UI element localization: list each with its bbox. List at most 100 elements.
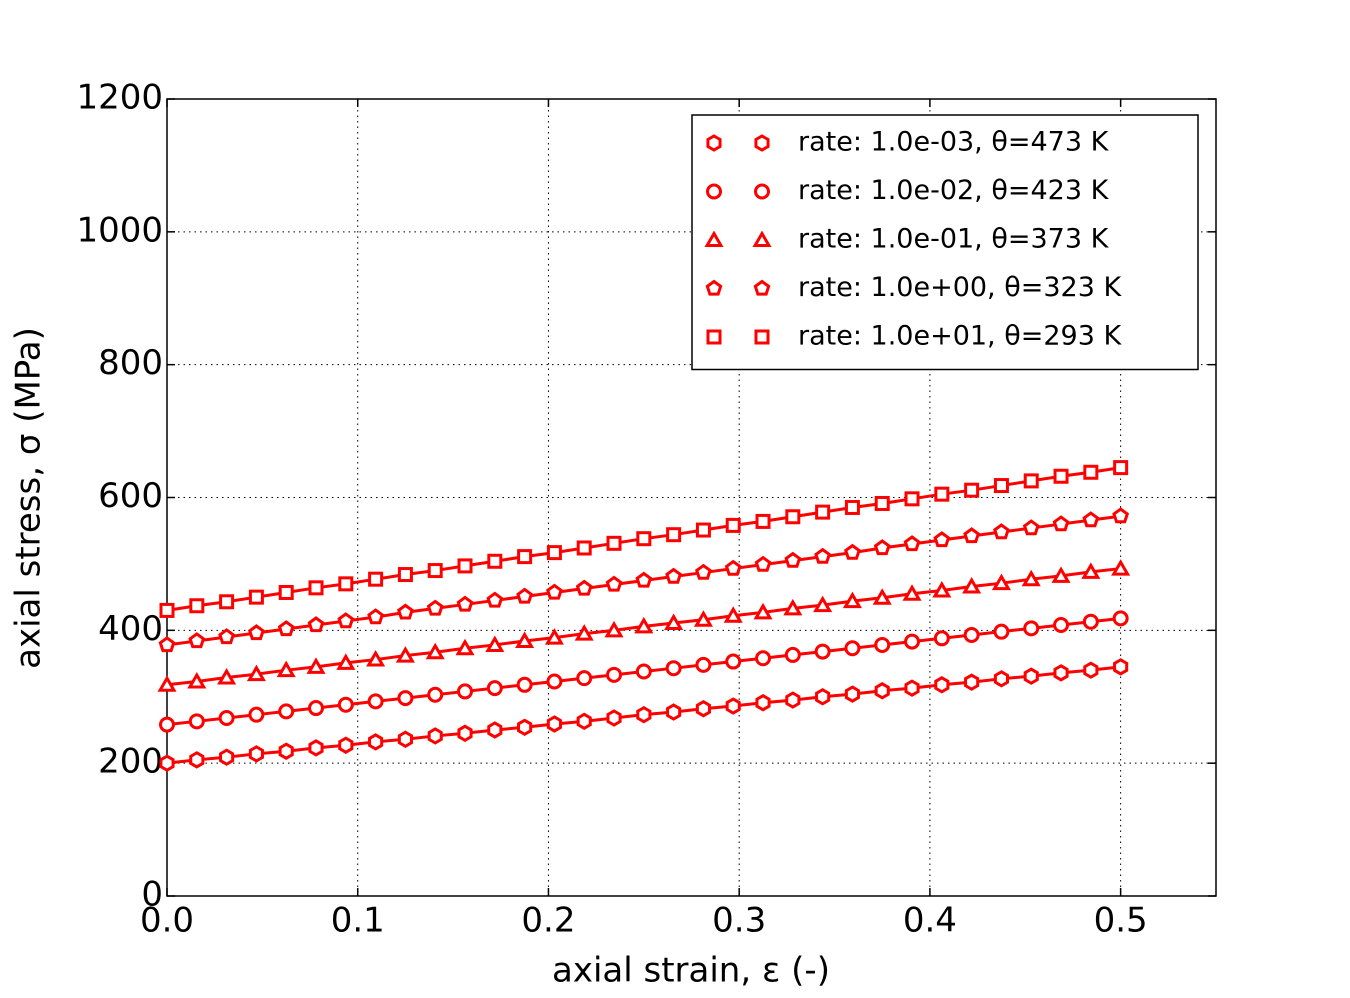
data-point	[1082, 613, 1099, 630]
data-point	[813, 595, 833, 613]
data-point	[219, 748, 235, 766]
data-point	[1113, 658, 1129, 676]
data-point	[487, 553, 503, 569]
data-point	[1112, 507, 1130, 524]
y-tick-label: 200	[98, 742, 163, 782]
data-point	[874, 682, 890, 700]
data-point	[368, 733, 384, 751]
data-point	[219, 594, 235, 610]
data-point	[634, 616, 654, 634]
data-point	[546, 673, 563, 690]
data-point	[397, 690, 414, 707]
data-point	[427, 563, 443, 579]
data-point	[1082, 511, 1100, 528]
data-point	[664, 613, 684, 631]
data-point	[636, 705, 652, 724]
data-point	[367, 608, 385, 625]
data-point	[487, 721, 503, 739]
data-point	[666, 703, 682, 721]
legend-marker	[754, 183, 770, 200]
x-tick-label: 0.3	[712, 901, 766, 941]
data-point	[546, 715, 562, 733]
data-point	[963, 626, 980, 643]
data-point	[605, 575, 623, 592]
data-point	[486, 591, 504, 608]
data-point	[666, 527, 682, 543]
data-point	[397, 730, 413, 748]
data-point	[635, 571, 653, 588]
data-point	[964, 482, 980, 498]
data-point	[188, 632, 206, 649]
y-tick-label: 400	[98, 609, 163, 649]
legend-marker	[754, 134, 770, 152]
legend-marker	[706, 329, 722, 345]
data-point	[873, 539, 891, 556]
legend-marker	[753, 279, 771, 296]
data-point	[576, 670, 593, 687]
x-tick-label: 0.0	[140, 901, 194, 941]
data-point	[247, 624, 265, 641]
data-point	[814, 547, 832, 564]
data-point	[336, 653, 356, 670]
data-point	[904, 633, 921, 650]
data-point	[248, 706, 265, 723]
plot-frame	[166, 98, 1217, 897]
legend-box	[691, 114, 1199, 371]
data-point	[516, 587, 534, 604]
data-point	[1083, 464, 1099, 480]
data-point	[725, 517, 741, 533]
data-point	[636, 531, 652, 547]
data-point	[517, 549, 533, 565]
data-point	[1112, 610, 1129, 627]
data-point	[1021, 569, 1041, 587]
data-point	[276, 660, 296, 678]
data-point	[159, 602, 175, 618]
y-tick-label: 800	[98, 343, 163, 383]
data-point	[872, 588, 892, 605]
data-point	[337, 612, 355, 629]
data-point	[932, 580, 952, 598]
data-point	[754, 555, 772, 572]
data-point	[842, 591, 862, 609]
data-point	[725, 653, 742, 670]
data-point	[515, 631, 535, 648]
data-point	[693, 610, 713, 627]
data-point	[1052, 515, 1070, 532]
legend-marker	[704, 230, 724, 247]
data-point	[755, 693, 771, 712]
legend-marker	[754, 329, 770, 345]
data-point	[785, 509, 801, 525]
data-point	[933, 630, 950, 647]
data-point	[814, 643, 831, 660]
data-point	[189, 751, 205, 769]
data-point	[665, 567, 683, 584]
legend-marker	[705, 279, 723, 296]
legend-label: rate: 1.0e-03, θ=473 K	[798, 127, 1110, 158]
data-point	[755, 650, 772, 667]
data-point	[218, 710, 235, 727]
data-point	[904, 679, 920, 697]
data-point	[456, 595, 474, 612]
data-point	[723, 606, 743, 623]
data-point	[218, 628, 236, 645]
data-point	[606, 709, 622, 727]
data-point	[1053, 617, 1070, 634]
data-point	[993, 478, 1009, 494]
data-point	[993, 523, 1010, 540]
data-point	[902, 584, 922, 601]
data-point	[635, 663, 652, 680]
data-point	[934, 486, 950, 502]
data-point	[337, 696, 354, 713]
x-tick-label: 0.4	[903, 901, 957, 941]
data-point	[1023, 473, 1039, 489]
data-point	[1053, 468, 1069, 484]
data-point	[1113, 460, 1129, 476]
data-point	[962, 577, 982, 594]
data-point	[784, 551, 802, 568]
data-point	[604, 620, 624, 638]
data-point	[874, 636, 891, 653]
data-point	[993, 623, 1010, 640]
data-point	[367, 693, 384, 710]
data-point	[158, 636, 176, 653]
data-point	[278, 742, 294, 760]
